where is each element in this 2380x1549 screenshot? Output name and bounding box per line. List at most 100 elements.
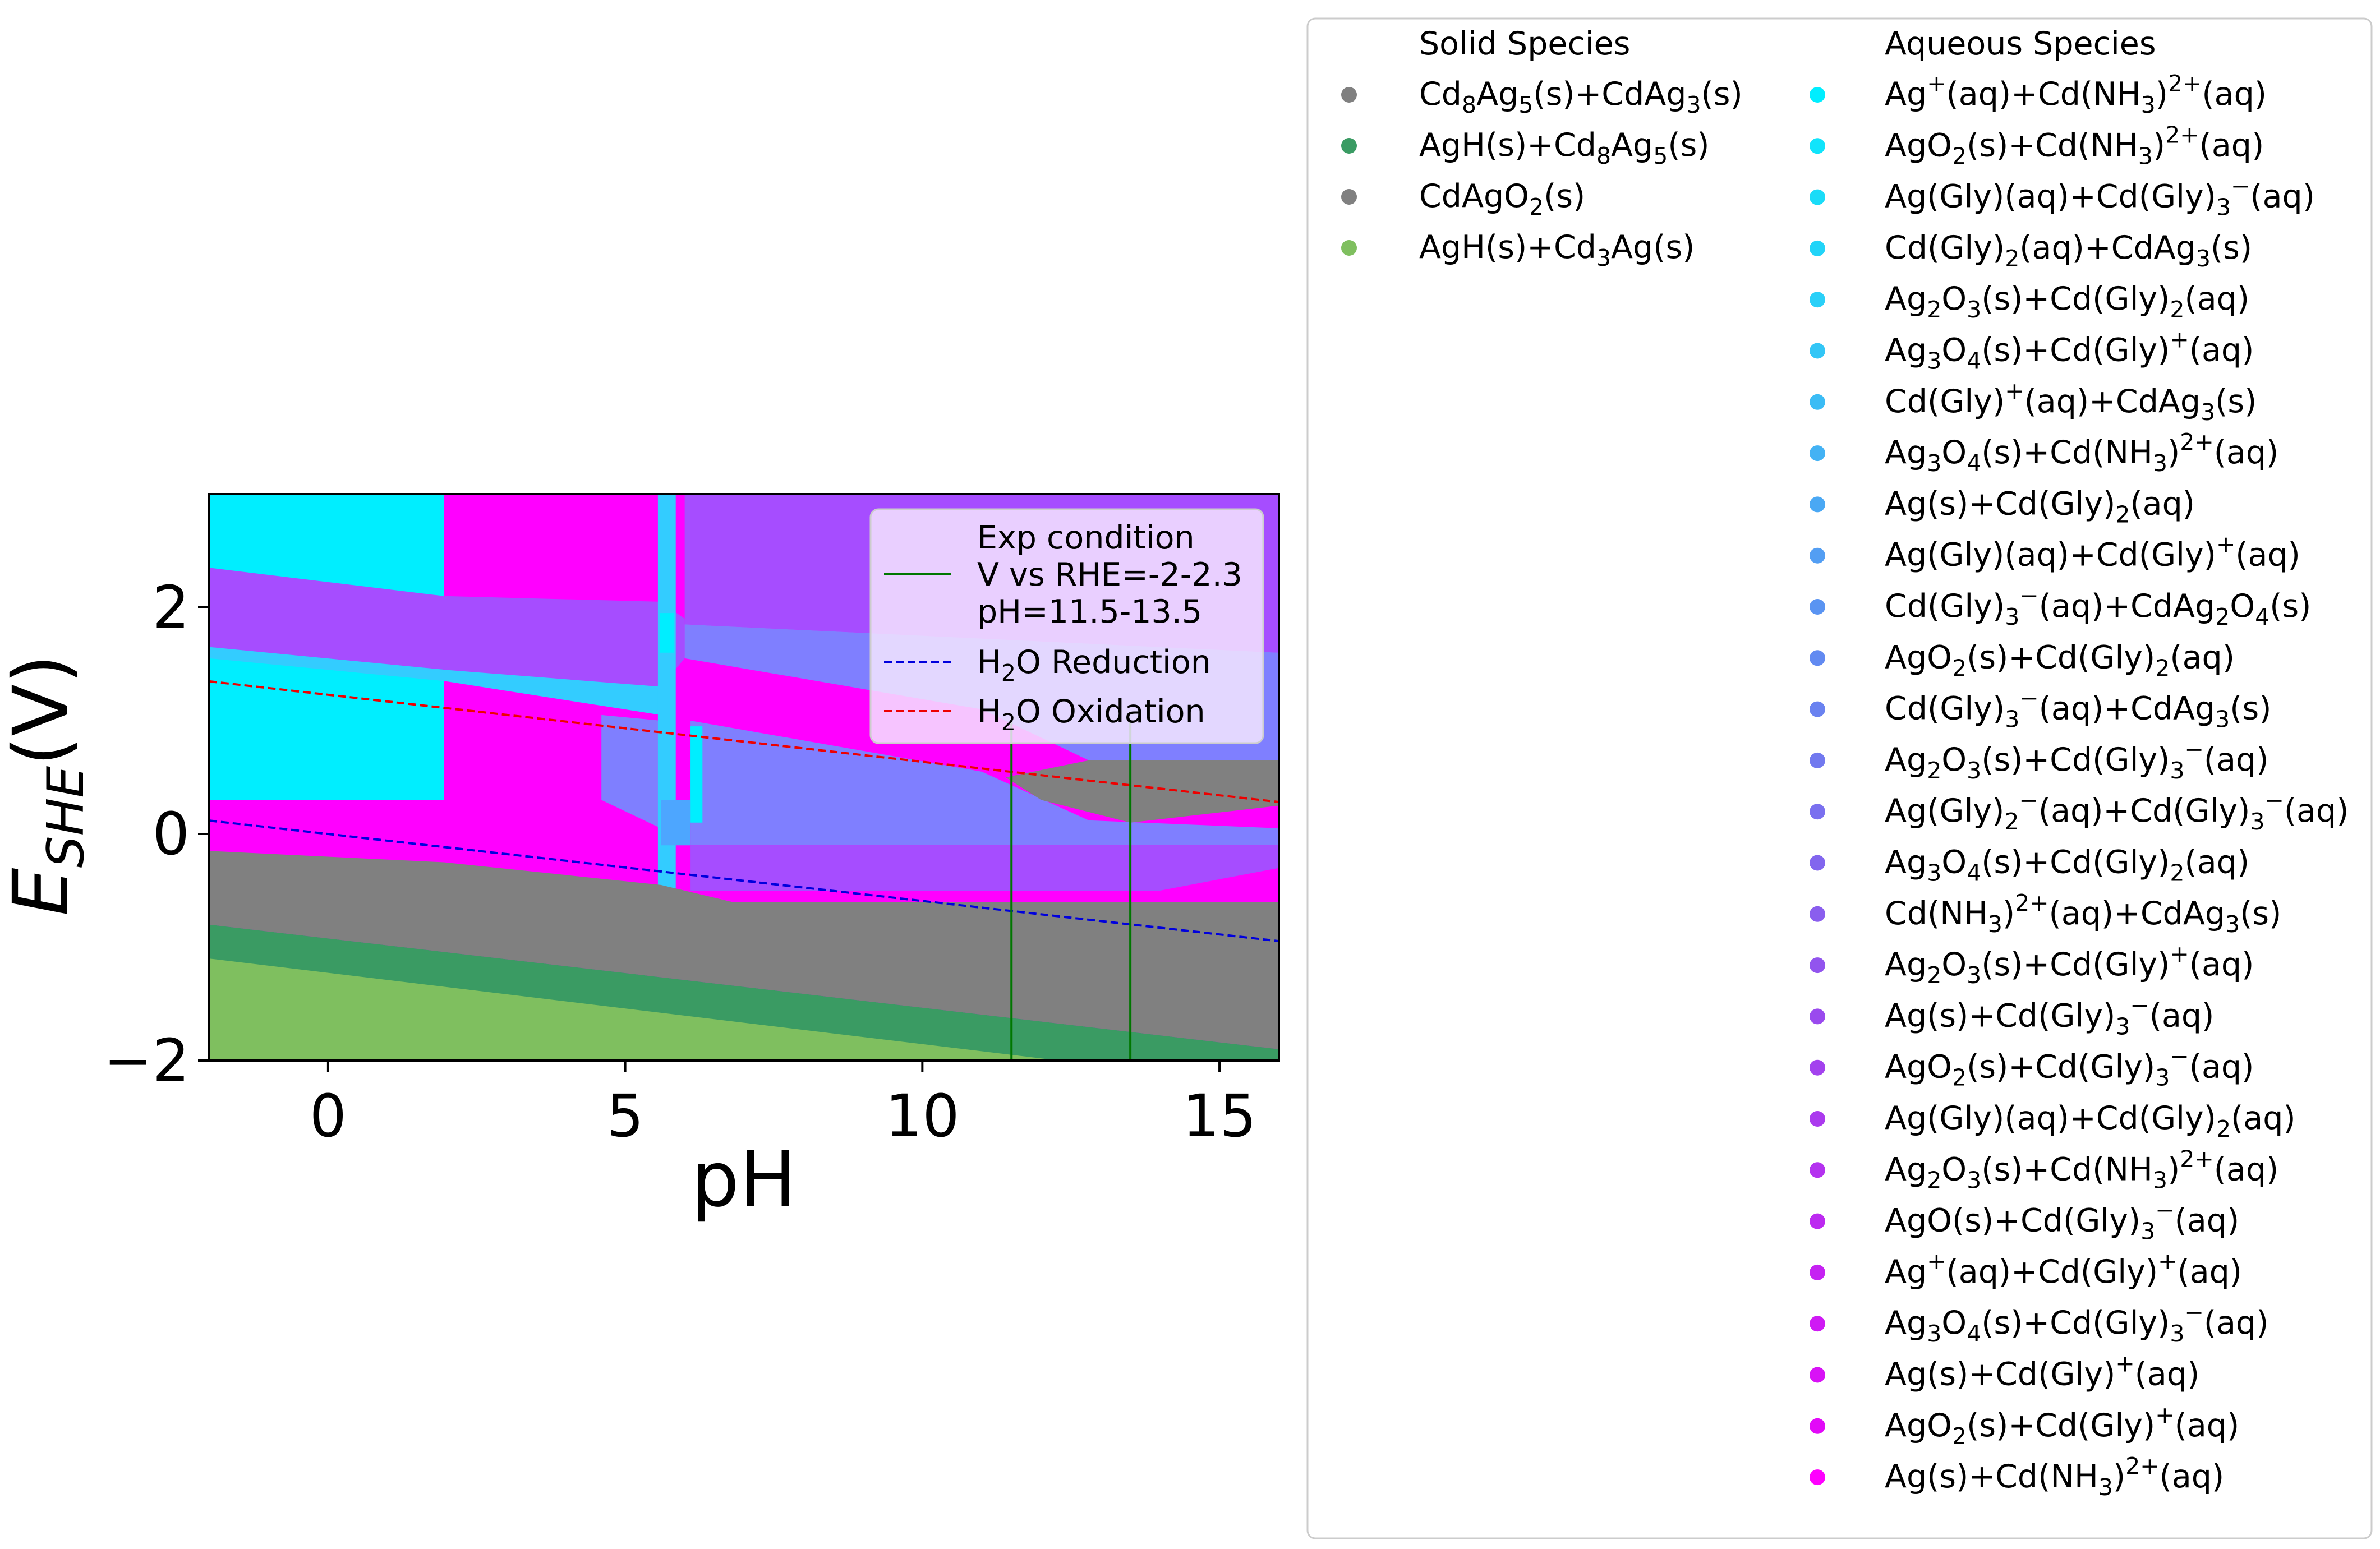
aqueous-species-label-17-part-4: (s)+Cd(Gly) [1981, 946, 2170, 983]
aqueous-species-label-10-part-2: − [2019, 582, 2038, 609]
solid-species-label-0-part-6: (s) [1701, 76, 1743, 113]
aqueous-species-label-18: Ag(s)+Cd(Gly)3−(aq) [1885, 992, 2214, 1040]
solid-species-label-1-part-4: (s) [1668, 127, 1709, 164]
region-15 [1005, 760, 1279, 823]
aqueous-species-marker-27 [1810, 1469, 1825, 1486]
aqueous-species-label-24-part-4: (s)+Cd(Gly) [1981, 1304, 2170, 1341]
aqueous-species-marker-19 [1810, 1059, 1825, 1076]
aqueous-species-label-15-part-6: (aq) [2184, 844, 2249, 881]
aqueous-species-label-13-part-6: − [2184, 736, 2203, 763]
aqueous-species-label-1-part-2: (s)+Cd(NH [1967, 127, 2138, 164]
solid-species-label-0-part-5: 3 [1686, 91, 1701, 118]
aqueous-species-label-15-part-3: 4 [1967, 860, 1981, 887]
aqueous-species-label-14-part-6: (aq) [2284, 792, 2349, 829]
aqueous-species-label-11-part-0: AgO [1885, 639, 1952, 676]
aqueous-species-label-13-part-5: 3 [2170, 757, 2184, 784]
aqueous-species-label-11-part-2: (s)+Cd(Gly) [1967, 639, 2155, 676]
aqueous-species-label-1-part-4: ) [2153, 127, 2165, 164]
aqueous-species-label-15-part-2: O [1941, 844, 1967, 881]
aqueous-species-marker-16 [1810, 906, 1825, 922]
legend-reduction-label: H2O Reduction [977, 644, 1211, 686]
aqueous-species-label-26-part-1: 2 [1952, 1423, 1967, 1450]
aqueous-species-label-22-part-3: (aq) [2175, 1202, 2240, 1239]
aqueous-species-label-12-part-4: 3 [2215, 706, 2230, 733]
aqueous-species-marker-11 [1810, 650, 1825, 666]
aqueous-species-label-13-part-3: 3 [1967, 757, 1981, 784]
aqueous-species-label-24-part-7: (aq) [2204, 1304, 2269, 1341]
aqueous-species-label-22-part-0: AgO(s)+Cd(Gly) [1885, 1202, 2140, 1239]
aqueous-species-label-19-part-3: 3 [2155, 1064, 2170, 1091]
aqueous-species-marker-20 [1810, 1111, 1825, 1127]
aqueous-species-label-4-part-1: 2 [1927, 296, 1941, 323]
aqueous-species-label-7-part-2: O [1941, 434, 1967, 471]
x-tick-label-0: 0 [310, 1082, 347, 1150]
aqueous-species-label-14-part-3: (aq)+Cd(Gly) [2038, 792, 2250, 829]
aqueous-species-label-16-part-0: Cd(NH [1885, 895, 1988, 932]
aqueous-species-marker-1 [1810, 138, 1825, 154]
aqueous-species-marker-25 [1810, 1367, 1825, 1383]
aqueous-species-label-19: AgO2(s)+Cd(Gly)3−(aq) [1885, 1043, 2254, 1091]
aqueous-species-label-13-part-2: O [1941, 741, 1967, 778]
aqueous-species-label-21-part-5: 3 [2153, 1167, 2167, 1193]
aqueous-species-label-4-part-3: 3 [1967, 296, 1981, 323]
aqueous-species-title: Aqueous Species [1885, 25, 2156, 62]
reference-lines [209, 680, 1279, 1061]
x-tick-label-2: 10 [885, 1082, 959, 1150]
aqueous-species-label-24-part-2: O [1941, 1304, 1967, 1341]
aqueous-species-label-26-part-2: (s)+Cd(Gly) [1967, 1407, 2155, 1444]
aqueous-species-label-1-part-5: 2+ [2165, 121, 2199, 148]
series-line-1 [209, 680, 1279, 804]
aqueous-species-label-16-part-1: 3 [1988, 911, 2002, 938]
aqueous-species-marker-23 [1810, 1264, 1825, 1280]
region-11 [660, 613, 674, 653]
aqueous-species-label-16-part-4: (aq)+CdAg [2049, 895, 2226, 932]
aqueous-species-label-5-part-6: (aq) [2189, 332, 2254, 369]
aqueous-species-label-4-part-2: O [1941, 280, 1967, 317]
aqueous-species-label-10-part-7: (s) [2269, 588, 2311, 625]
aqueous-species-marker-7 [1810, 445, 1825, 462]
solid-species-label-2: CdAgO2(s) [1419, 178, 1585, 220]
aqueous-species-label-10-part-6: 4 [2255, 603, 2269, 630]
aqueous-species-label-10-part-4: 2 [2215, 603, 2230, 630]
aqueous-species-label-5-part-0: Ag [1885, 332, 1927, 369]
aqueous-species-label-21-part-4: (s)+Cd(NH [1981, 1151, 2153, 1188]
aqueous-species-marker-24 [1810, 1316, 1825, 1332]
aqueous-species-label-12: Cd(Gly)3−(aq)+CdAg3(s) [1885, 685, 2271, 733]
solid-species-label-3-part-1: 3 [1596, 245, 1611, 271]
aqueous-species-label-3-part-3: 3 [2196, 245, 2211, 272]
aqueous-species-label-18-part-2: − [2130, 992, 2149, 1018]
aqueous-species-label-20-part-1: 2 [2216, 1115, 2231, 1142]
aqueous-species-marker-0 [1810, 87, 1825, 103]
solid-species-label-0-part-1: 8 [1462, 91, 1476, 118]
aqueous-species-label-7-part-0: Ag [1885, 434, 1927, 471]
aqueous-species-label-23-part-2: (aq)+Cd(Gly) [1946, 1253, 2158, 1290]
aqueous-species-label-13-part-0: Ag [1885, 741, 1927, 778]
aqueous-species-label-15-part-5: 2 [2170, 860, 2184, 887]
aqueous-species-label-18-part-0: Ag(s)+Cd(Gly) [1885, 997, 2115, 1034]
aqueous-species-label-0-part-5: 2+ [2168, 70, 2202, 97]
aqueous-species-label-27-part-4: (aq) [2160, 1458, 2225, 1495]
region-6 [690, 721, 1279, 846]
aqueous-species-label-3: Cd(Gly)2(aq)+CdAg3(s) [1885, 229, 2252, 272]
solid-species-label-3-part-2: Ag(s) [1611, 229, 1695, 266]
aqueous-species-label-0: Ag+(aq)+Cd(NH3)2+(aq) [1885, 70, 2267, 118]
aqueous-species-label-2: Ag(Gly)(aq)+Cd(Gly)3−(aq) [1885, 173, 2315, 221]
region-3 [209, 568, 685, 687]
aqueous-species-label-12-part-5: (s) [2230, 690, 2271, 727]
aqueous-species-label-6-part-3: 3 [2201, 399, 2215, 426]
aqueous-species-label-1-part-0: AgO [1885, 127, 1952, 164]
aqueous-species-label-8-part-0: Ag(s)+Cd(Gly) [1885, 485, 2115, 522]
solid-species-label-3-part-0: AgH(s)+Cd [1419, 229, 1596, 266]
aqueous-species-label-27-part-1: 3 [2098, 1474, 2113, 1501]
solid-species-marker-2 [1341, 189, 1357, 205]
region-17 [209, 958, 1059, 1061]
aqueous-species-label-24: Ag3O4(s)+Cd(Gly)3−(aq) [1885, 1299, 2268, 1347]
y-tick-label-2: 2 [153, 573, 190, 642]
aqueous-species-label-9-part-2: (aq) [2235, 537, 2300, 574]
aqueous-species-label-26-part-3: + [2155, 1402, 2174, 1428]
aqueous-species-label-21-part-1: 2 [1927, 1167, 1941, 1193]
aqueous-species-label-27-part-2: ) [2113, 1458, 2125, 1495]
aqueous-species-label-6: Cd(Gly)+(aq)+CdAg3(s) [1885, 377, 2257, 426]
aqueous-species-label-12-part-3: (aq)+CdAg [2039, 690, 2216, 727]
plot-frame [208, 493, 1280, 1062]
